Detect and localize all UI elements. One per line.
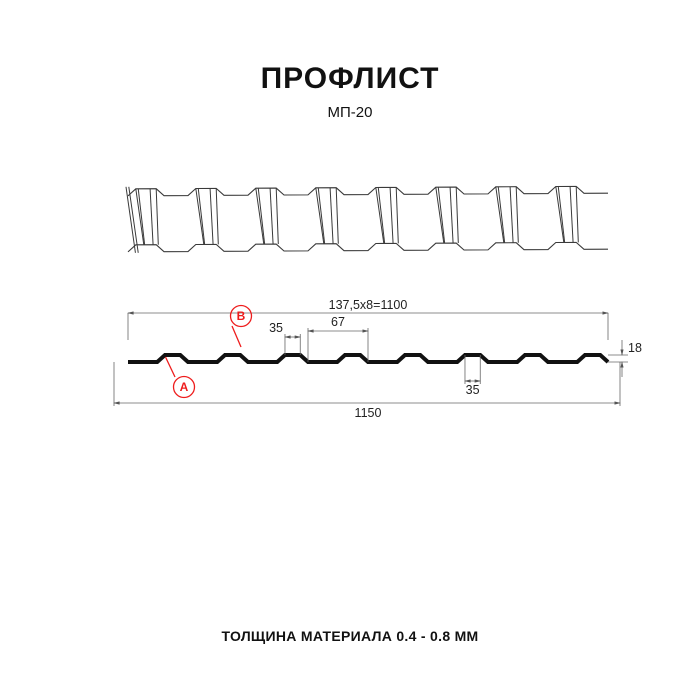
svg-text:67: 67 <box>331 315 345 329</box>
svg-text:1150: 1150 <box>355 406 382 420</box>
svg-text:18: 18 <box>628 341 642 355</box>
svg-text:35: 35 <box>466 383 480 397</box>
svg-text:B: B <box>237 309 246 323</box>
svg-text:35: 35 <box>269 321 283 335</box>
svg-text:A: A <box>180 380 189 394</box>
svg-text:137,5x8=1100: 137,5x8=1100 <box>329 298 408 312</box>
